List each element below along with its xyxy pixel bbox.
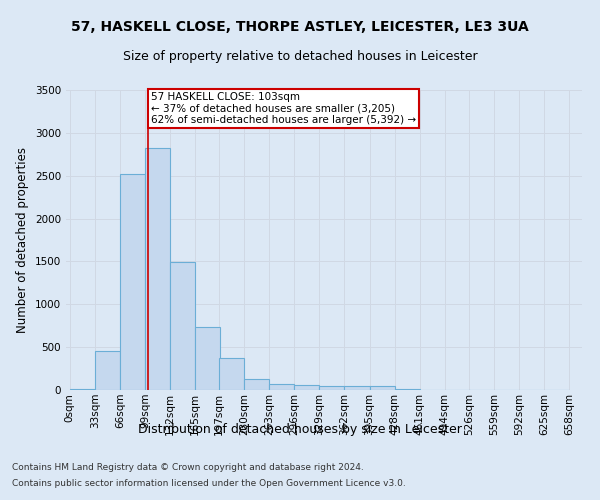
Text: Contains HM Land Registry data © Crown copyright and database right 2024.: Contains HM Land Registry data © Crown c… xyxy=(12,464,364,472)
Bar xyxy=(370,386,395,390)
Bar xyxy=(295,386,319,390)
Text: 57, HASKELL CLOSE, THORPE ASTLEY, LEICESTER, LE3 3UA: 57, HASKELL CLOSE, THORPE ASTLEY, LEICES… xyxy=(71,20,529,34)
Bar xyxy=(344,386,370,390)
Bar xyxy=(269,384,295,390)
Bar xyxy=(395,388,419,390)
Bar xyxy=(319,386,344,390)
Text: Distribution of detached houses by size in Leicester: Distribution of detached houses by size … xyxy=(138,424,462,436)
Text: Size of property relative to detached houses in Leicester: Size of property relative to detached ho… xyxy=(122,50,478,63)
Bar xyxy=(70,388,95,390)
Bar xyxy=(120,174,145,390)
Bar xyxy=(170,262,195,390)
Text: Contains public sector information licensed under the Open Government Licence v3: Contains public sector information licen… xyxy=(12,478,406,488)
Bar xyxy=(195,326,220,390)
Bar xyxy=(95,350,120,390)
Y-axis label: Number of detached properties: Number of detached properties xyxy=(16,147,29,333)
Text: 57 HASKELL CLOSE: 103sqm
← 37% of detached houses are smaller (3,205)
62% of sem: 57 HASKELL CLOSE: 103sqm ← 37% of detach… xyxy=(151,92,416,125)
Bar xyxy=(219,358,244,390)
Bar xyxy=(145,148,170,390)
Bar xyxy=(244,379,269,390)
